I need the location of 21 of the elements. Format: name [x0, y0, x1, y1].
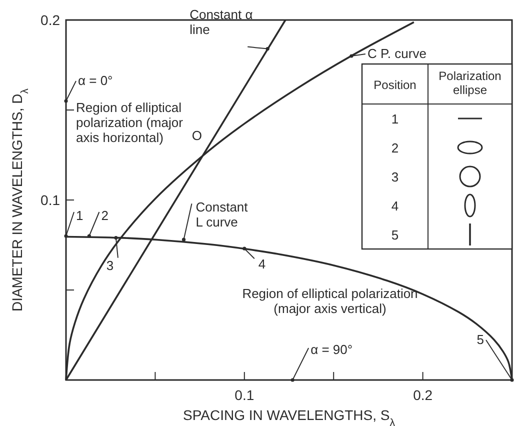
- annotation: 2: [391, 140, 399, 156]
- annotation: O: [192, 128, 202, 143]
- x-axis-title: SPACING IN WAVELENGTHS, S$_{λ}$: [183, 407, 396, 426]
- annotation: 1: [391, 112, 399, 126]
- annotation: 3: [391, 170, 399, 184]
- annotation: 5: [391, 228, 399, 242]
- annotation: Polarization ellipse: [438, 69, 502, 97]
- annotation: Region of elliptical polarization (major axis horizontal): [76, 100, 184, 145]
- annotation: 1: [76, 208, 84, 223]
- annotation: 3: [106, 258, 114, 273]
- annotation: α = 0°: [78, 73, 113, 88]
- annotation: Constant L curve: [196, 200, 248, 230]
- annotation: Position: [374, 78, 416, 92]
- annotation: Region of elliptical polarization (major axis vertical): [242, 286, 418, 316]
- annotation: 4: [391, 198, 399, 214]
- annotation: Constant α line: [190, 6, 254, 37]
- annotation: C P. curve: [367, 46, 426, 61]
- annotation: α = 90°: [310, 342, 353, 357]
- annotation: 4: [258, 256, 266, 272]
- annotation: 5: [476, 332, 484, 347]
- annotation: 2: [101, 208, 108, 223]
